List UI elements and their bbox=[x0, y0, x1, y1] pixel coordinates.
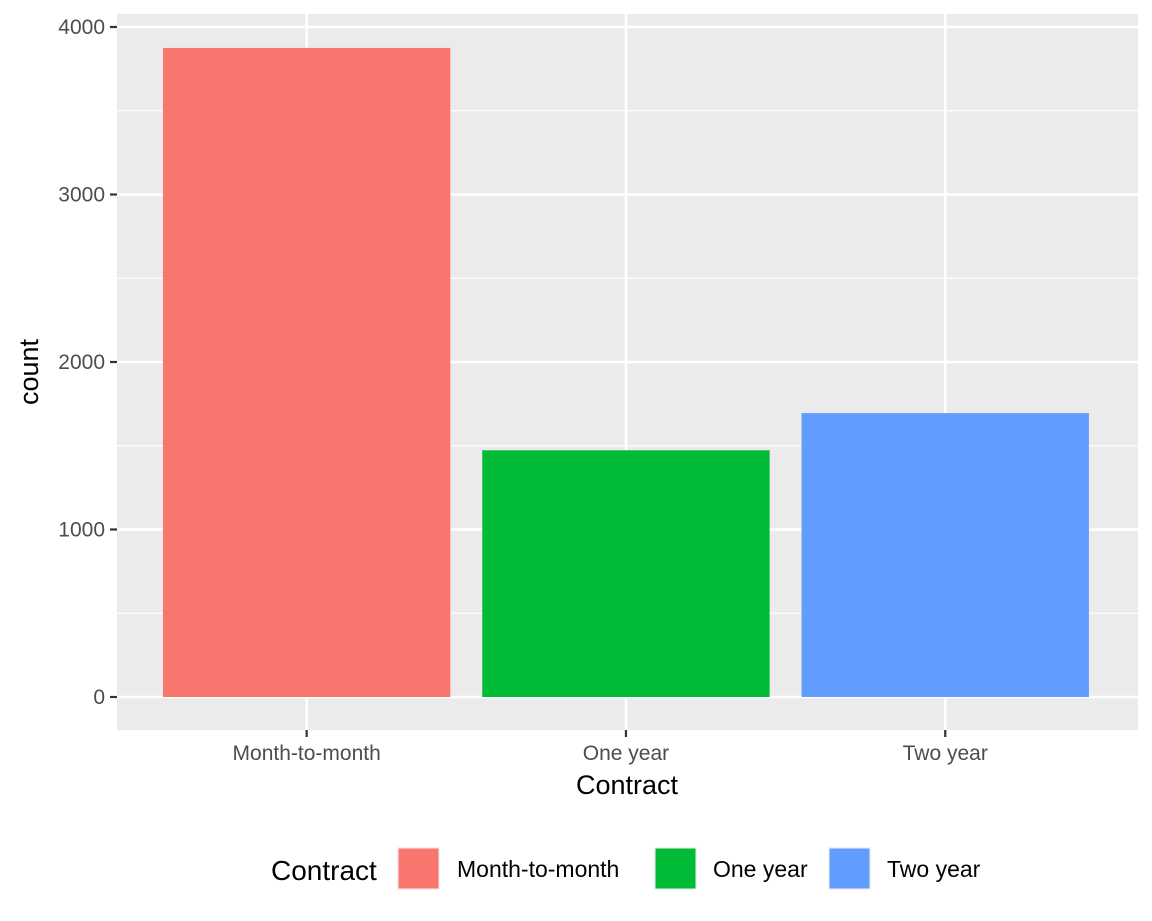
legend-key-swatch bbox=[829, 848, 870, 889]
y-tick-label: 4000 bbox=[58, 16, 105, 39]
legend-key-swatch bbox=[655, 848, 696, 889]
legend-key-swatch bbox=[398, 848, 439, 889]
x-axis: Month-to-month One year Two year bbox=[233, 730, 988, 765]
x-tick-label: Month-to-month bbox=[233, 742, 381, 765]
x-tick-label: Two year bbox=[903, 742, 988, 765]
legend-entry-label: Two year bbox=[887, 856, 981, 882]
x-axis-title: Contract bbox=[576, 770, 679, 800]
y-tick-label: 1000 bbox=[58, 519, 105, 542]
y-tick-label: 0 bbox=[93, 686, 105, 709]
y-tick-label: 2000 bbox=[58, 351, 105, 374]
x-tick-label: One year bbox=[583, 742, 669, 765]
legend-entry-label: Month-to-month bbox=[457, 856, 619, 882]
y-axis: 0 1000 2000 3000 4000 bbox=[58, 16, 117, 709]
legend-entry-label: One year bbox=[713, 856, 808, 882]
legend-title: Contract bbox=[271, 855, 377, 886]
bar-one-year bbox=[482, 450, 770, 697]
bar-two-year bbox=[801, 413, 1089, 697]
bars bbox=[162, 47, 1089, 697]
bar-month-to-month bbox=[162, 47, 451, 697]
legend: Contract Month-to-month One year Two year bbox=[271, 847, 981, 890]
y-tick-label: 3000 bbox=[58, 184, 105, 207]
y-axis-title: count bbox=[14, 338, 44, 405]
